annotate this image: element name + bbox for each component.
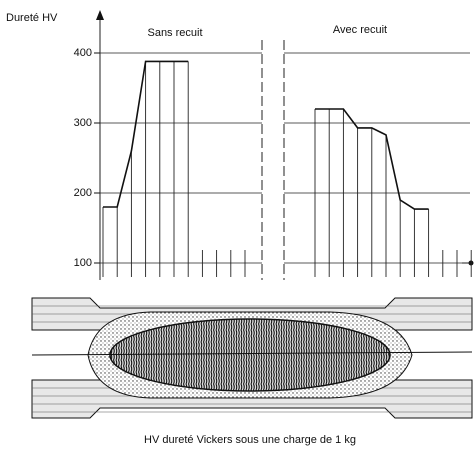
caption: HV dureté Vickers sous une charge de 1 k… <box>144 434 356 446</box>
y-tick-label: 300 <box>74 117 92 129</box>
weld-section <box>32 298 472 418</box>
y-axis-label: Dureté HV <box>6 12 58 24</box>
y-tick-label: 200 <box>74 187 92 199</box>
page: Dureté HV Sans recuit Avec recuit HV dur… <box>0 0 475 455</box>
figure: Dureté HV Sans recuit Avec recuit HV dur… <box>0 0 475 455</box>
y-tick-label: 400 <box>74 47 92 59</box>
panel-title: Avec recuit <box>333 24 387 36</box>
axis-arrow <box>96 10 104 20</box>
panel-title: Sans recuit <box>147 27 202 39</box>
y-tick-label: 100 <box>74 257 92 269</box>
